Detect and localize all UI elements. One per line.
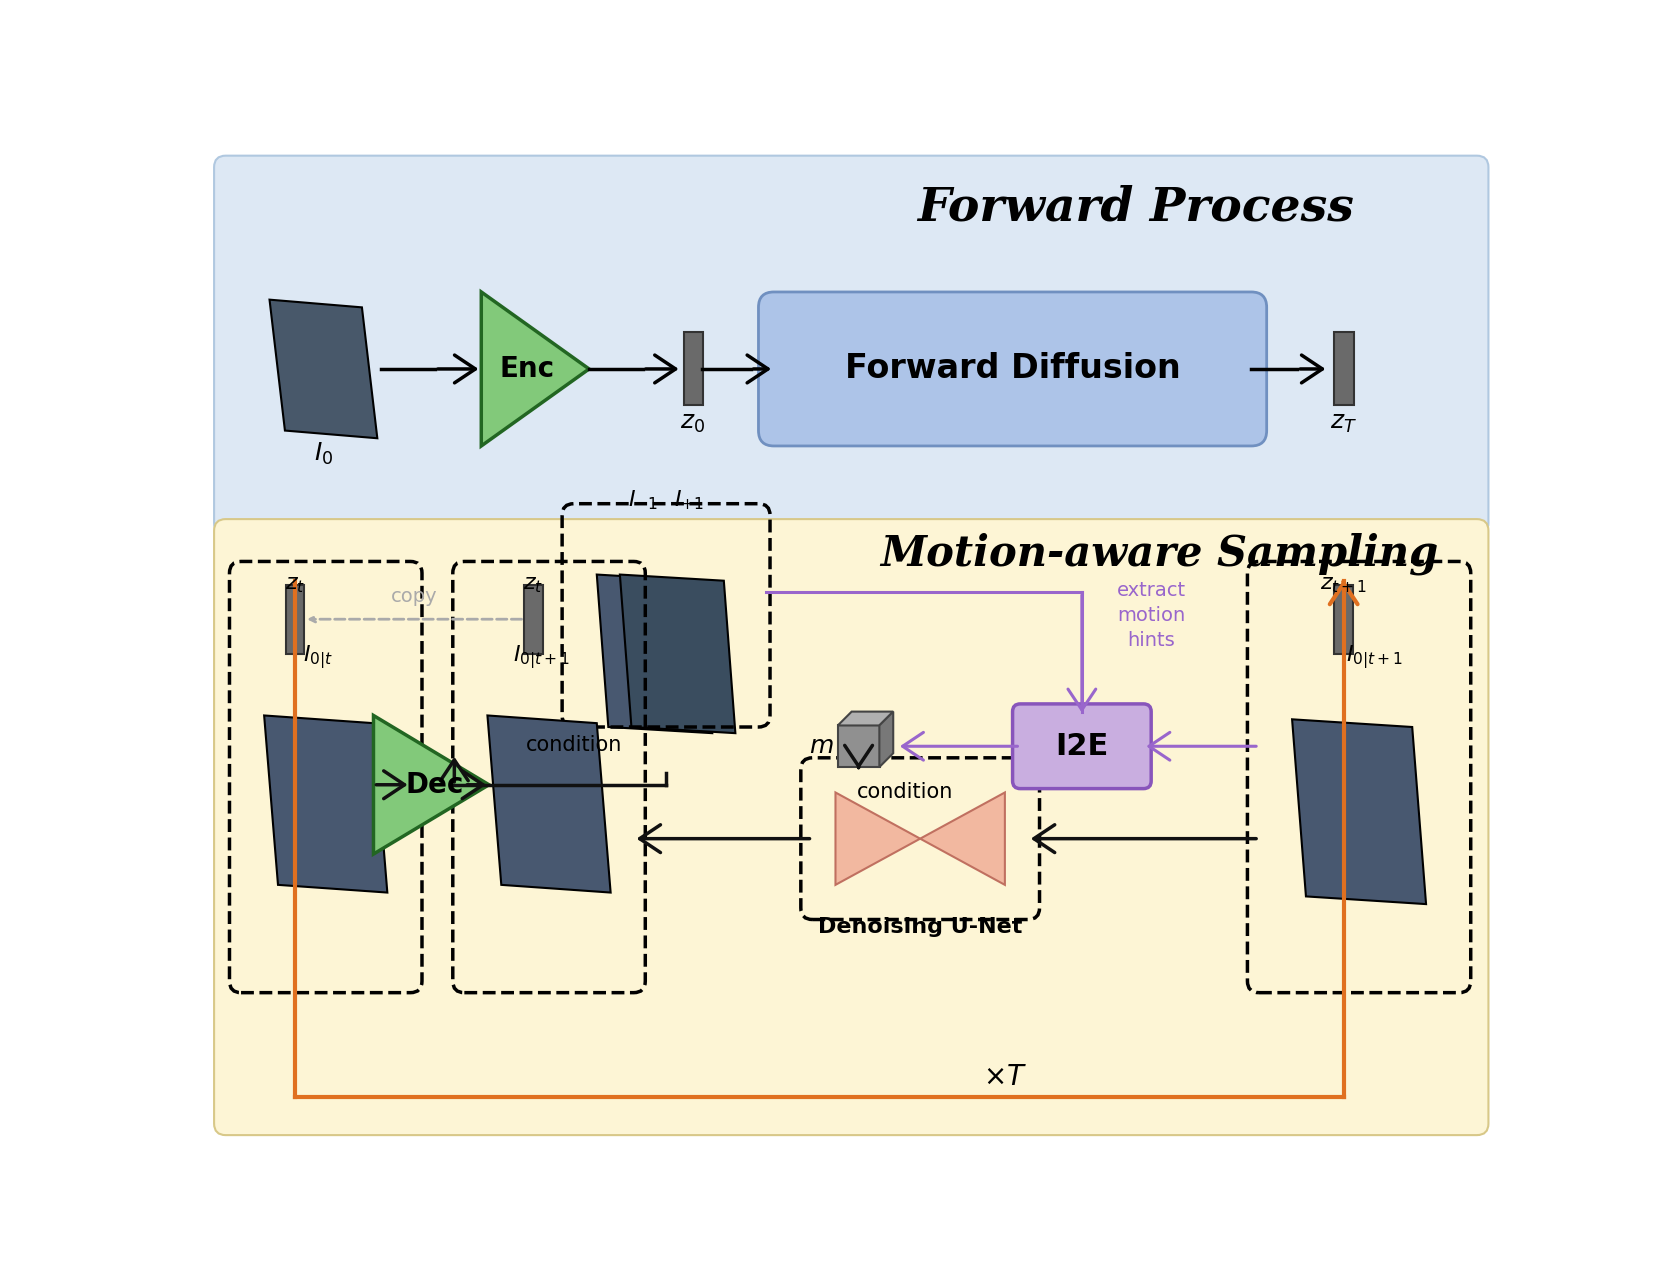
Text: condition: condition [857, 782, 953, 803]
Polygon shape [596, 575, 713, 734]
Text: $I_{0|t+1}$: $I_{0|t+1}$ [1345, 644, 1404, 671]
FancyBboxPatch shape [1013, 704, 1151, 789]
Text: $I_{0|t}$: $I_{0|t}$ [302, 644, 334, 671]
Polygon shape [482, 291, 590, 446]
Bar [286, 584, 304, 654]
Polygon shape [269, 299, 377, 438]
Text: $z_T$: $z_T$ [1330, 410, 1357, 435]
Polygon shape [620, 575, 736, 734]
Text: Forward Diffusion: Forward Diffusion [845, 353, 1181, 386]
Bar [684, 332, 703, 405]
Polygon shape [487, 716, 611, 892]
Text: I2E: I2E [1055, 732, 1108, 760]
Polygon shape [879, 712, 894, 767]
Polygon shape [1292, 720, 1427, 904]
Bar [1334, 332, 1354, 405]
Bar [525, 584, 543, 654]
Text: $z_{t+1}$: $z_{t+1}$ [1320, 575, 1367, 594]
Polygon shape [264, 716, 387, 892]
Text: $m$: $m$ [809, 735, 834, 758]
Text: Forward Process: Forward Process [917, 184, 1354, 230]
Polygon shape [835, 792, 920, 884]
Text: $I_{+1}$: $I_{+1}$ [674, 488, 704, 511]
Text: Dec: Dec [405, 771, 465, 799]
Text: $z_t$: $z_t$ [523, 575, 543, 594]
Text: $\times T$: $\times T$ [983, 1063, 1026, 1091]
Text: $I_{-1}$: $I_{-1}$ [628, 488, 658, 511]
Text: $I_0$: $I_0$ [314, 441, 334, 466]
FancyBboxPatch shape [759, 291, 1267, 446]
Text: extract
motion
hints: extract motion hints [1116, 581, 1186, 649]
Text: Motion-aware Sampling: Motion-aware Sampling [880, 533, 1438, 575]
Text: copy: copy [390, 587, 437, 606]
Text: Enc: Enc [500, 355, 555, 383]
Polygon shape [920, 792, 1005, 884]
Polygon shape [837, 712, 894, 726]
Text: $z_t$: $z_t$ [284, 575, 306, 594]
Text: $z_0$: $z_0$ [681, 410, 706, 435]
Text: condition: condition [525, 735, 621, 755]
Bar [837, 725, 880, 767]
Text: $I_{0|t+1}$: $I_{0|t+1}$ [513, 644, 570, 671]
FancyBboxPatch shape [214, 519, 1488, 1135]
Polygon shape [374, 716, 488, 854]
Text: Denoising U-Net: Denoising U-Net [817, 918, 1023, 937]
Bar [1334, 584, 1354, 654]
FancyBboxPatch shape [214, 156, 1488, 534]
